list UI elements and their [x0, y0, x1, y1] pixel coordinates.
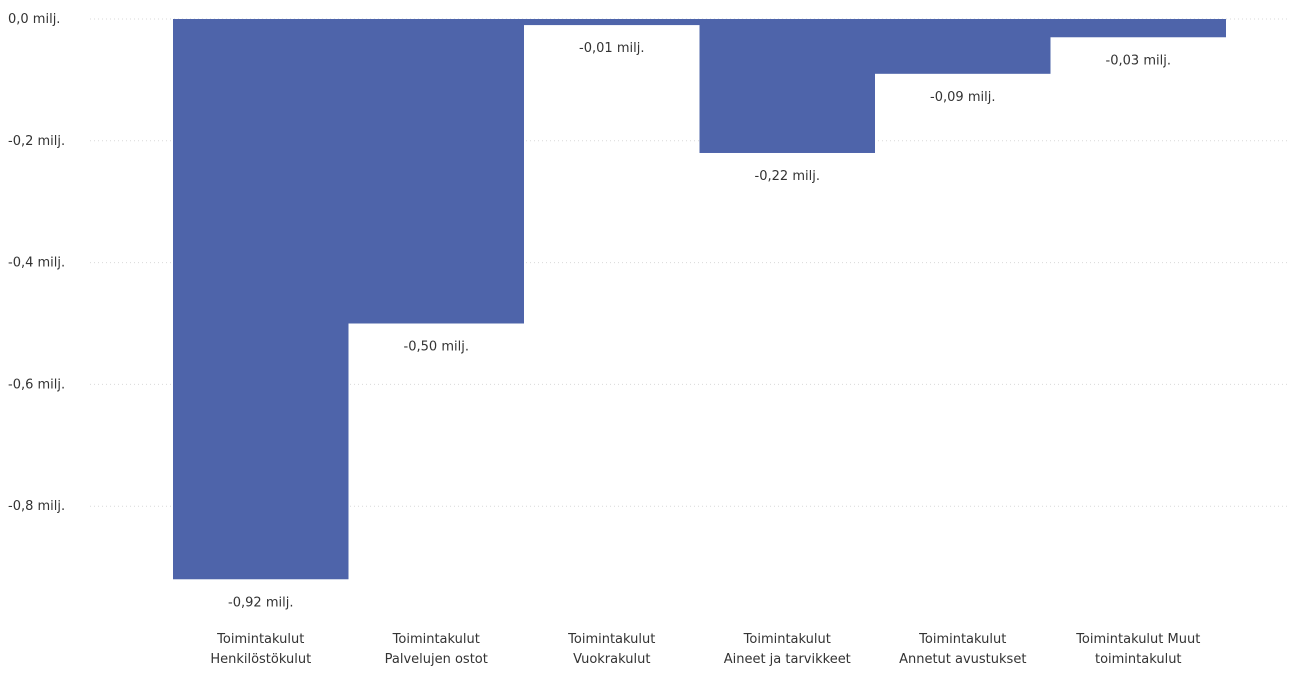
data-labels: -0,92 milj. -0,50 milj. -0,01 milj. -0,22 m… — [228, 41, 1171, 610]
bar[interactable] — [1050, 19, 1227, 38]
bar[interactable] — [173, 19, 349, 580]
category-label: Toimintakulut Muut — [1075, 632, 1200, 647]
data-label: -0,09 milj. — [930, 90, 995, 105]
x-axis-categories: Toimintakulut Henkilöstökulut Toimintakulu… — [210, 632, 1200, 667]
category-label: Palvelujen ostot — [385, 652, 488, 667]
data-label: -0,03 milj. — [1106, 53, 1171, 68]
category-label: Aineet ja tarvikkeet — [724, 652, 851, 667]
y-tick-label: 0,0 milj. — [8, 12, 60, 27]
data-label: -0,92 milj. — [228, 595, 293, 610]
bar[interactable] — [699, 19, 876, 153]
category-label: Toimintakulut — [392, 632, 480, 647]
data-label: -0,01 milj. — [579, 41, 644, 56]
category-label: Henkilöstökulut — [210, 652, 311, 667]
data-label: -0,22 milj. — [755, 169, 820, 184]
data-label: -0,50 milj. — [404, 340, 469, 355]
category-label: Toimintakulut — [918, 632, 1006, 647]
category-label: toimintakulut — [1095, 652, 1182, 667]
category-label: Toimintakulut — [743, 632, 831, 647]
y-tick-label: -0,2 milj. — [8, 134, 65, 149]
bar[interactable] — [524, 19, 700, 26]
y-tick-label: -0,8 milj. — [8, 499, 65, 514]
y-axis-ticks: 0,0 milj. -0,2 milj. -0,4 milj. -0,6 milj. -… — [8, 12, 65, 514]
bar[interactable] — [875, 19, 1051, 74]
bars — [173, 19, 1227, 580]
category-label: Toimintakulut — [216, 632, 304, 647]
y-tick-label: -0,6 milj. — [8, 377, 65, 392]
y-tick-label: -0,4 milj. — [8, 256, 65, 271]
category-label: Toimintakulut — [567, 632, 655, 647]
bar[interactable] — [348, 19, 525, 324]
category-label: Vuokrakulut — [573, 652, 650, 667]
category-label: Annetut avustukset — [899, 652, 1026, 667]
